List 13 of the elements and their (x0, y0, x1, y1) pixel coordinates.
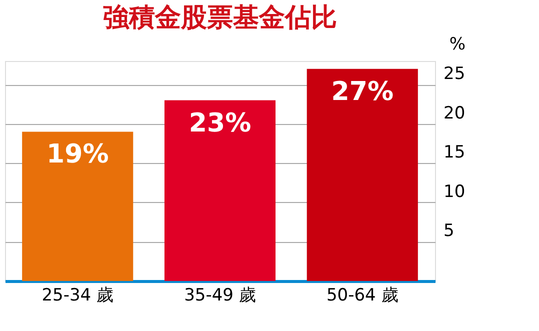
x-tick-label: 35-49 歲 (184, 286, 256, 306)
x-tick-label: 25-34 歲 (42, 286, 114, 306)
y-tick-label: 20 (444, 103, 466, 124)
y-tick-label: 25 (444, 64, 466, 84)
chart-title: 強積金股票基金佔比 (103, 3, 337, 33)
x-tick-label: 50-64 歲 (326, 286, 398, 306)
data-label: 19% (46, 140, 109, 170)
y-tick-label: 5 (444, 221, 454, 242)
y-axis-title: % (449, 34, 466, 54)
y-tick-label: 10 (444, 182, 466, 202)
data-label: 23% (188, 108, 252, 138)
data-label: 27% (331, 76, 394, 107)
y-tick-label: 15 (444, 142, 466, 163)
